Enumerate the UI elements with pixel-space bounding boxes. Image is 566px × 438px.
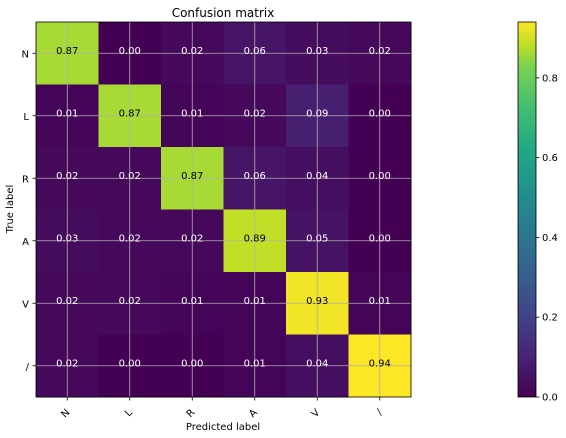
heatmap-cells [36,22,412,398]
cell-value-label: 0.05 [306,233,328,244]
cell-value-label: 0.02 [181,233,203,244]
y-tick-label: A [22,237,29,248]
x-tick-label: L [123,407,135,419]
cell-value-label: 0.02 [56,171,78,182]
x-axis-ticks: N L R A V / [59,397,385,420]
y-axis-ticks: N L R A V / [22,49,36,373]
colorbar-tick-label: 0.0 [542,393,558,404]
cell-value-label: 0.02 [119,171,141,182]
x-tick-label: A [247,407,260,420]
cell-value-label: 0.04 [306,171,328,182]
cell-value-label: 0.03 [56,233,78,244]
cell-value-label: 0.02 [56,296,78,307]
cell-value-label: 0.02 [244,108,266,119]
cell-value-label: 0.06 [244,171,266,182]
cell-value-label: 0.03 [306,46,328,57]
cell-value-label: 0.01 [244,296,266,307]
y-tick-label: / [26,362,30,373]
cell-value-label: 0.93 [306,296,328,307]
cell-value-label: 0.89 [244,233,266,244]
cell-value-label: 0.00 [119,358,141,369]
y-tick-label: N [22,49,29,60]
colorbar-tick-label: 0.4 [542,233,558,244]
cell-value-label: 0.01 [369,296,391,307]
chart-title: Confusion matrix [172,6,275,20]
cell-value-label: 0.02 [369,46,391,57]
cell-value-label: 0.04 [306,358,328,369]
cell-value-label: 0.94 [369,358,391,369]
colorbar-tick-label: 0.6 [542,153,558,164]
cell-value-label: 0.87 [119,108,141,119]
colorbar-ticks: 0.0 0.2 0.4 0.6 0.8 [536,73,558,404]
cell-value-label: 0.00 [181,358,203,369]
cell-value-label: 0.00 [119,46,141,57]
y-tick-label: V [22,299,29,310]
y-tick-label: R [22,174,29,185]
cell-value-label: 0.02 [181,46,203,57]
cell-value-label: 0.02 [119,296,141,307]
cell-value-label: 0.01 [181,296,203,307]
cell-value-label: 0.02 [56,358,78,369]
y-axis-label: True label [5,185,16,235]
cell-value-label: 0.01 [181,108,203,119]
y-tick-label: L [23,112,29,123]
cell-value-labels: 0.87 0.00 0.02 0.06 0.03 0.02 0.01 0.87 0.01 0.02… [56,46,391,370]
cell-value-label: 0.00 [369,171,391,182]
x-tick-label: R [185,407,198,420]
x-axis-label: Predicted label [186,422,260,433]
cell-value-label: 0.00 [369,108,391,119]
heatmap-grid [36,22,411,397]
cell-value-label: 0.01 [56,108,78,119]
cell-value-label: 0.09 [306,108,328,119]
cell-value-label: 0.02 [119,233,141,244]
colorbar-tick-label: 0.2 [542,313,558,324]
colorbar [517,21,537,398]
colorbar-tick-label: 0.8 [542,73,558,84]
plot-frame [35,21,412,398]
x-tick-label: / [375,407,386,418]
cell-value-label: 0.01 [244,358,266,369]
cell-value-label: 0.87 [181,171,203,182]
x-tick-label: V [310,407,323,420]
x-tick-label: N [59,407,72,420]
cell-value-label: 0.00 [369,233,391,244]
cell-value-label: 0.06 [244,46,266,57]
cell-value-label: 0.87 [56,46,78,57]
